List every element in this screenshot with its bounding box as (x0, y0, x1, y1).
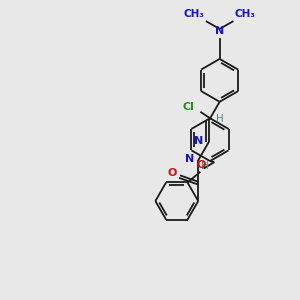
Text: Cl: Cl (182, 103, 194, 112)
Text: O: O (197, 160, 206, 170)
Text: N: N (194, 136, 204, 146)
Text: CH₃: CH₃ (184, 9, 205, 19)
Text: H: H (216, 114, 224, 124)
Text: H: H (201, 161, 209, 171)
Text: O: O (167, 168, 177, 178)
Text: N: N (215, 26, 224, 36)
Text: N: N (185, 154, 194, 164)
Text: CH₃: CH₃ (235, 9, 256, 19)
